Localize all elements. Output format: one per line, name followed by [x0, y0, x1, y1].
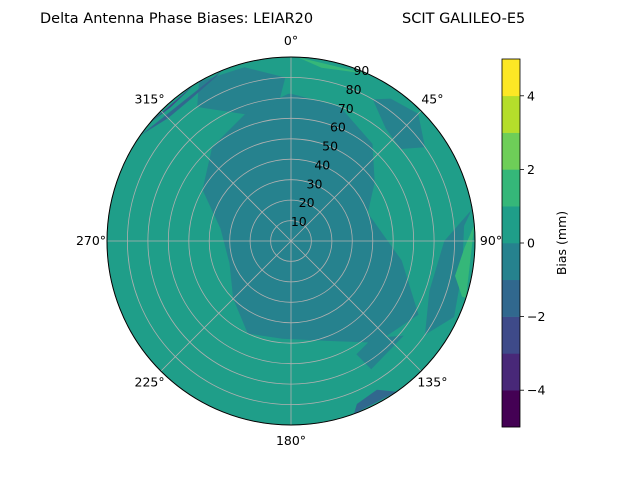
angular-grid-line	[290, 240, 422, 372]
radial-tick-label: 50	[322, 139, 338, 154]
colorbar-swatch	[502, 206, 520, 244]
colorbar-swatch	[502, 353, 520, 391]
radial-tick-label: 30	[307, 176, 323, 191]
radial-tick-label: 90	[353, 63, 369, 78]
colorbar-swatch	[502, 316, 520, 354]
colorbar-swatch	[502, 169, 520, 207]
contour-region-north-west-low	[140, 70, 223, 136]
angular-grid-line	[290, 110, 422, 242]
colorbar-swatch	[502, 390, 520, 428]
colorbar-tick-label: 0	[527, 236, 535, 251]
colorbar-ticks: −4 −2 0 2 4	[520, 88, 545, 398]
colorbar-swatch	[502, 95, 520, 133]
chart-title-left: Delta Antenna Phase Biases: LEIAR20	[40, 11, 313, 27]
polar-grid	[106, 56, 476, 426]
contour-region-north-east-patch	[372, 98, 425, 149]
colorbar-tick-label: −2	[527, 309, 545, 324]
angular-tick-labels: 0° 45° 90° 135° 180° 225° 270° 315°	[76, 33, 502, 448]
polar-plot-area: 0° 45° 90° 135° 180° 225° 270° 315° 10 20 30 40 50 6…	[76, 33, 502, 448]
angular-tick-label: 270°	[76, 233, 106, 248]
contour-region-north-top-bump	[297, 57, 369, 75]
contour-region-ring-30-70	[202, 93, 419, 343]
angular-grid-line	[160, 110, 292, 242]
angular-tick-label: 90°	[480, 233, 502, 248]
chart-title-right: SCIT GALILEO-E5	[402, 11, 525, 27]
radial-tick-label: 80	[346, 82, 362, 97]
colorbar-tick-label: 2	[527, 162, 535, 177]
radial-tick-labels: 10 20 30 40 50 60 70 80 90	[291, 63, 370, 229]
radial-tick-label: 40	[314, 157, 330, 172]
angular-tick-label: 45°	[421, 92, 443, 107]
colorbar-swatch	[502, 279, 520, 317]
colorbar-label: Bias (mm)	[554, 211, 569, 275]
radial-tick-label: 10	[291, 214, 307, 229]
radial-tick-label: 70	[338, 101, 354, 116]
polar-outline	[106, 56, 476, 426]
contour-region-east-band	[425, 209, 473, 335]
colorbar: −4 −2 0 2 4 Bias (mm)	[501, 58, 569, 428]
radial-tick-label: 60	[330, 120, 346, 135]
colorbar-tick-label: −4	[527, 383, 545, 398]
colorbar-tick-label: 4	[527, 88, 535, 103]
contour-region-north-west-lower	[150, 85, 194, 123]
angular-tick-label: 225°	[135, 374, 165, 389]
angular-tick-label: 0°	[284, 33, 298, 48]
colorbar-swatch	[502, 132, 520, 170]
contour-region-east-edge	[455, 225, 475, 298]
colorbar-swatches	[502, 59, 520, 428]
contour-region-south-east-inner	[356, 335, 404, 370]
radial-tick-label: 20	[299, 195, 315, 210]
contour-regions	[140, 57, 475, 414]
angular-tick-label: 315°	[135, 92, 165, 107]
angular-tick-label: 135°	[417, 374, 447, 389]
colorbar-swatch	[502, 243, 520, 281]
angular-tick-label: 180°	[276, 433, 306, 448]
contour-region-north-edge-west	[197, 67, 286, 115]
colorbar-swatch	[502, 59, 520, 97]
angular-grid-line	[160, 240, 292, 372]
contour-region-south-east-low	[353, 389, 397, 414]
